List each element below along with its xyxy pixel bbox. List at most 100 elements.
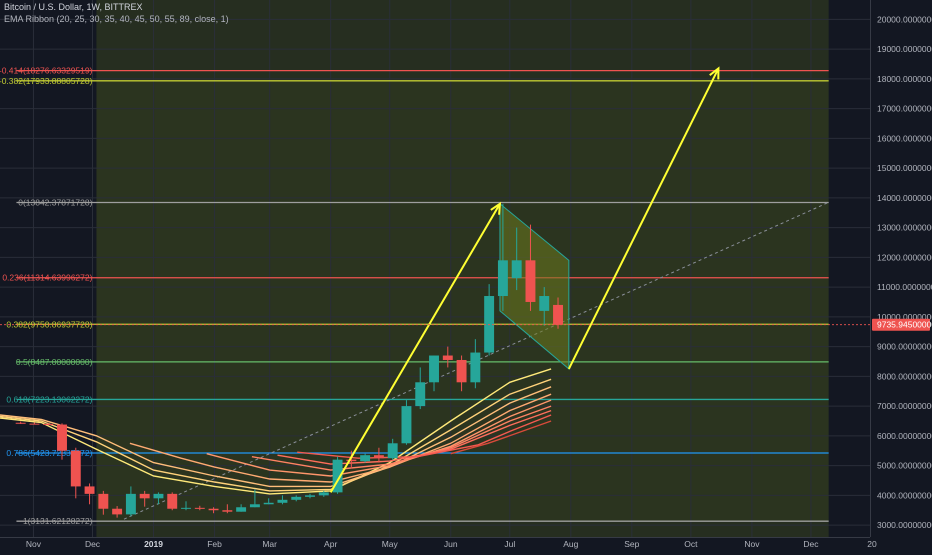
projection-arrow-1: [329, 203, 501, 493]
price-tick-label: 15000.00000000: [877, 163, 932, 173]
candle-body: [112, 508, 123, 515]
time-tick-label: Mar: [262, 539, 277, 549]
fib-level-label: 0(13842.37871728): [18, 198, 92, 208]
candle-body: [539, 296, 550, 311]
candle-body: [98, 493, 109, 509]
candle-body: [332, 459, 343, 493]
candle-body: [15, 422, 26, 424]
price-tick-label: 18000.00000000: [877, 74, 932, 84]
candle-body: [194, 507, 205, 509]
time-tick-label: Sep: [624, 539, 639, 549]
fib-level-label: -0.382(17933.88805728): [0, 76, 93, 86]
candle-body: [525, 260, 536, 302]
price-tick-label: 8000.00000000: [877, 371, 932, 381]
fib-level-label: -0.414(18276.63329519): [0, 66, 93, 76]
time-tick-label: 2019: [144, 539, 163, 549]
price-tick-label: 19000.00000000: [877, 44, 932, 54]
time-tick-label: Jul: [504, 539, 515, 549]
price-tick-label: 9000.00000000: [877, 342, 932, 352]
candle-body: [29, 423, 40, 425]
candle-body: [346, 459, 357, 462]
candle-body: [553, 304, 563, 325]
time-tick-label: Aug: [563, 539, 578, 549]
price-tick-label: 12000.00000000: [877, 252, 932, 262]
price-tick-label: 11000.00000000: [877, 282, 932, 292]
price-tick-label: 10000.00000000: [877, 312, 932, 322]
fib-level-label: 1(3131.62128272): [23, 516, 93, 526]
candle-body: [181, 507, 191, 509]
price-axis-bg: [870, 0, 932, 550]
fib-level-label: 0.382(9750.86937728): [6, 319, 92, 329]
candle-body: [291, 496, 302, 500]
candle-body: [456, 359, 467, 383]
chart-title: Bitcoin / U.S. Dollar, 1W, BITTREX: [4, 2, 143, 12]
last-price-badge: [872, 318, 930, 331]
time-tick-label: Feb: [207, 539, 222, 549]
time-tick-label: Dec: [85, 539, 101, 549]
candle-body: [401, 406, 412, 444]
ema-line-5: [206, 399, 552, 477]
fib-level-label: 0.5(8487.00000000): [16, 357, 93, 367]
candle-body: [429, 355, 439, 383]
candle-body: [360, 455, 371, 462]
candle-body: [167, 493, 178, 509]
time-tick-label: Dec: [803, 539, 819, 549]
candle-body: [277, 499, 288, 503]
time-tick-label: Jun: [444, 539, 458, 549]
candle-body: [442, 355, 453, 360]
candle-body: [57, 424, 67, 451]
candle-body: [153, 493, 164, 499]
projection-arrow-2: [567, 67, 720, 370]
candle-body: [125, 493, 136, 515]
price-tick-label: 17000.00000000: [877, 104, 932, 114]
candle-body: [470, 352, 481, 383]
price-tick-label: 16000.00000000: [877, 133, 932, 143]
candle-body: [139, 493, 150, 499]
ema-line-4: [129, 393, 552, 483]
candle-body: [318, 492, 329, 496]
candle-body: [84, 486, 95, 494]
time-tick-label: 20: [867, 539, 877, 549]
candle-body: [70, 450, 81, 487]
candle-body: [263, 502, 274, 505]
candle-body: [415, 382, 426, 407]
candle-body: [305, 495, 315, 497]
ema-line-2: [0, 378, 552, 492]
last-price-label: 9735.94500000: [877, 320, 932, 330]
time-tick-label: Nov: [744, 539, 760, 549]
time-tick-label: Apr: [324, 539, 337, 549]
price-tick-label: 20000.00000000: [877, 14, 932, 24]
fib-level-label: 0.618(7223.13062272): [6, 394, 92, 404]
candle-body: [511, 260, 522, 279]
candle-body: [43, 423, 54, 425]
price-tick-label: 5000.00000000: [877, 461, 932, 471]
price-tick-label: 4000.00000000: [877, 490, 932, 500]
time-tick-label: Oct: [684, 539, 698, 549]
arrow-head-1: [490, 201, 502, 215]
ema-line-7: [277, 409, 552, 465]
candle-body: [373, 455, 384, 459]
candle-body: [236, 507, 247, 512]
ema-line-9: [450, 420, 552, 455]
candle-body: [249, 504, 260, 508]
price-tick-label: 3000.00000000: [877, 520, 932, 530]
fib-level-label: 0.236(11314.63996272): [2, 273, 92, 283]
candle-body: [208, 508, 219, 511]
indicator-legend: EMA Ribbon (20, 25, 30, 35, 40, 45, 50, …: [4, 14, 229, 24]
arrow-head-2: [709, 66, 720, 80]
candle-body: [484, 296, 495, 353]
ema-line-8: [297, 414, 552, 459]
fib-zone-inner: [96, 80, 829, 522]
time-tick-label: May: [382, 539, 399, 549]
candle-body: [222, 510, 233, 512]
price-tick-label: 6000.00000000: [877, 431, 932, 441]
ema-line-3: [0, 386, 552, 488]
fib-level-label: 0.786(5423.72337372): [6, 448, 92, 458]
ema-line-1: [0, 368, 552, 495]
price-tick-label: 14000.00000000: [877, 193, 932, 203]
price-tick-label: 7000.00000000: [877, 401, 932, 411]
candle-body: [497, 260, 508, 297]
